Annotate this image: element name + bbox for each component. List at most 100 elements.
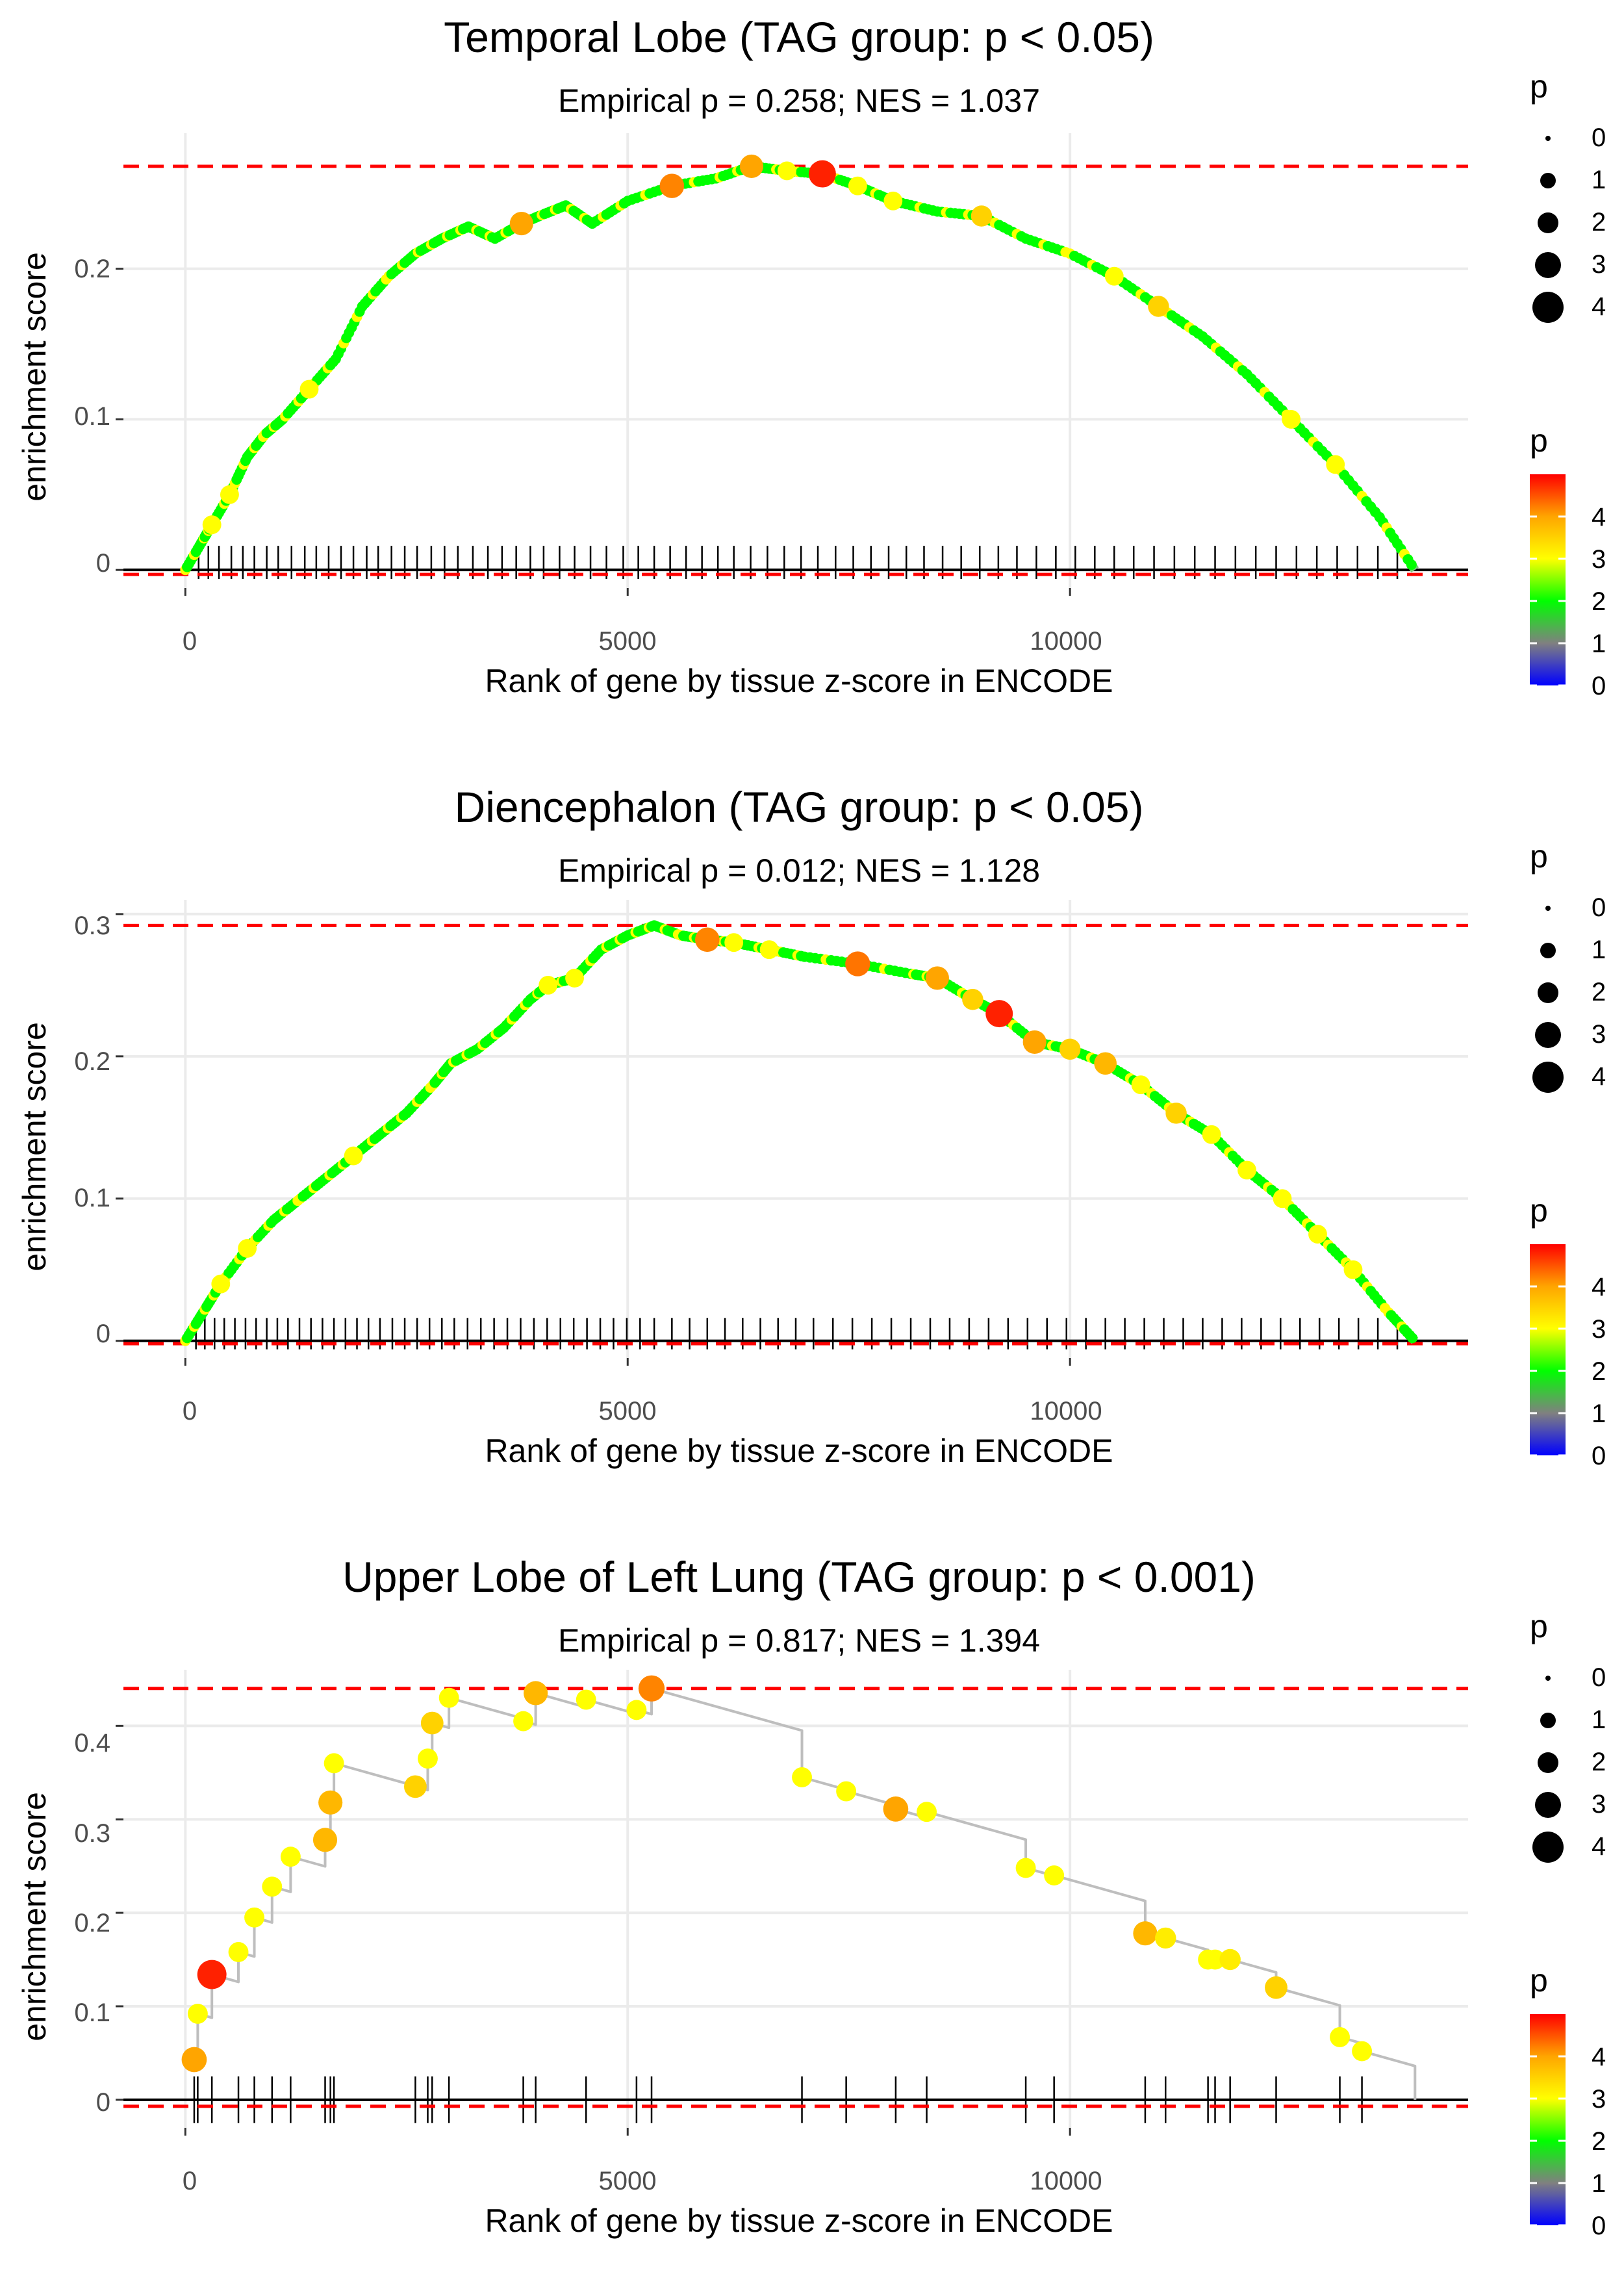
es-point: [1022, 1030, 1047, 1054]
y-tick-label: 0.3: [74, 912, 110, 940]
size-key-label: 1: [1592, 1706, 1606, 1734]
color-legend-title: p: [1530, 422, 1548, 459]
y-tick-label: 0.4: [74, 1729, 110, 1757]
es-point: [985, 1000, 1013, 1028]
size-legend-keys: 0 1 2 3 4: [1532, 123, 1606, 323]
y-tick-label: 0.1: [74, 402, 110, 431]
es-point: [1205, 1949, 1225, 1970]
size-key-label: 1: [1592, 166, 1606, 194]
es-point: [262, 1876, 283, 1897]
color-key-label: 2: [1592, 2127, 1606, 2156]
es-point: [524, 1681, 548, 1706]
es-point: [1273, 1189, 1292, 1208]
size-key: [1532, 292, 1564, 323]
es-point: [626, 1700, 647, 1720]
color-bar: [1530, 1244, 1566, 1455]
es-point: [1155, 1927, 1176, 1949]
color-key-label: 4: [1592, 2043, 1606, 2071]
es-point: [238, 1238, 257, 1258]
size-legend-title: p: [1530, 838, 1548, 875]
es-point: [971, 205, 993, 227]
es-point: [1237, 1160, 1256, 1180]
es-point: [1044, 1865, 1065, 1885]
panel-upper-lobe-left-lung: Upper Lobe of Left Lung (TAG group: p < …: [16, 1553, 1468, 2239]
es-point: [1326, 455, 1345, 474]
size-legend-title: p: [1530, 68, 1548, 105]
size-key-label: 4: [1592, 1062, 1606, 1091]
es-point: [792, 1767, 812, 1787]
panel-title: Temporal Lobe (TAG group: p < 0.05): [444, 13, 1154, 61]
es-point: [244, 1907, 265, 1928]
size-key: [1538, 212, 1558, 233]
es-point: [539, 975, 558, 995]
es-point: [883, 1796, 909, 1822]
es-point: [925, 966, 949, 990]
y-tick-label: 0.1: [74, 1999, 110, 2027]
size-key-label: 2: [1592, 978, 1606, 1006]
size-key-label: 4: [1592, 1832, 1606, 1861]
legend-panel-2: p 0 1 2 3 4 p 4 3 2 1 0: [1530, 838, 1606, 1470]
color-key-label: 2: [1592, 587, 1606, 616]
es-point: [1330, 2026, 1350, 2047]
legend-panel-3: p 0 1 2 3 4 p 4 3 2 1 0: [1530, 1608, 1606, 2240]
panel-subtitle: Empirical p = 0.258; NES = 1.037: [558, 83, 1040, 119]
es-point: [724, 933, 744, 952]
x-tick-label: 5000: [599, 1397, 657, 1425]
size-key-label: 0: [1592, 893, 1606, 922]
es-point: [845, 951, 870, 977]
es-point: [576, 1689, 596, 1710]
size-key-label: 2: [1592, 1748, 1606, 1776]
x-tick-label: 5000: [599, 627, 657, 656]
y-axis-label: enrichment score: [16, 1792, 53, 2041]
color-legend-title: p: [1530, 1962, 1548, 1999]
es-point: [202, 515, 222, 535]
es-point: [1148, 296, 1169, 317]
size-key: [1540, 943, 1556, 958]
es-point: [420, 1711, 444, 1735]
es-point: [1308, 1225, 1327, 1244]
es-curve: [181, 921, 1419, 1344]
size-key-label: 1: [1592, 936, 1606, 964]
size-key: [1540, 173, 1556, 188]
es-point: [695, 927, 720, 952]
panel-subtitle: Empirical p = 0.817; NES = 1.394: [558, 1622, 1040, 1659]
color-key-label: 4: [1592, 503, 1606, 531]
es-point: [1015, 1858, 1036, 1878]
es-point: [1131, 1075, 1150, 1095]
y-tick-label: 0.2: [74, 255, 110, 283]
es-point: [1406, 559, 1417, 570]
color-key-label: 0: [1592, 1442, 1606, 1470]
x-tick-label: 10000: [1030, 1397, 1102, 1425]
color-legend-ticks: 4 3 2 1 0: [1530, 503, 1606, 700]
es-point: [513, 1711, 534, 1731]
color-legend-ticks: 4 3 2 1 0: [1530, 2043, 1606, 2240]
y-tick-label: 0: [96, 1320, 110, 1348]
es-point: [1202, 1125, 1221, 1144]
es-point: [280, 1846, 301, 1867]
size-key: [1532, 1062, 1564, 1093]
es-point: [638, 1675, 665, 1702]
size-key: [1535, 1022, 1561, 1048]
es-point: [1265, 1976, 1288, 1999]
y-tick-label: 0: [96, 549, 110, 578]
y-axis-label: enrichment score: [16, 1022, 53, 1271]
es-point: [808, 160, 836, 188]
x-tick-label: 0: [183, 627, 197, 656]
es-point: [848, 176, 867, 196]
x-tick-label: 10000: [1030, 2167, 1102, 2195]
x-tick-label: 0: [183, 2167, 197, 2195]
panel-title: Diencephalon (TAG group: p < 0.05): [455, 783, 1144, 831]
panel-title: Upper Lobe of Left Lung (TAG group: p < …: [342, 1553, 1256, 1601]
size-legend-keys: 0 1 2 3 4: [1532, 1663, 1606, 1863]
es-point: [318, 1790, 343, 1815]
color-legend-title: p: [1530, 1192, 1548, 1229]
es-point: [181, 2047, 207, 2073]
x-axis-label: Rank of gene by tissue z-score in ENCODE: [485, 663, 1113, 699]
panel-subtitle: Empirical p = 0.012; NES = 1.128: [558, 852, 1040, 889]
es-point: [565, 968, 584, 988]
es-point: [1059, 1038, 1081, 1060]
y-tick-label: 0.2: [74, 1909, 110, 1937]
es-point: [418, 1748, 438, 1769]
color-bar: [1530, 2014, 1566, 2225]
